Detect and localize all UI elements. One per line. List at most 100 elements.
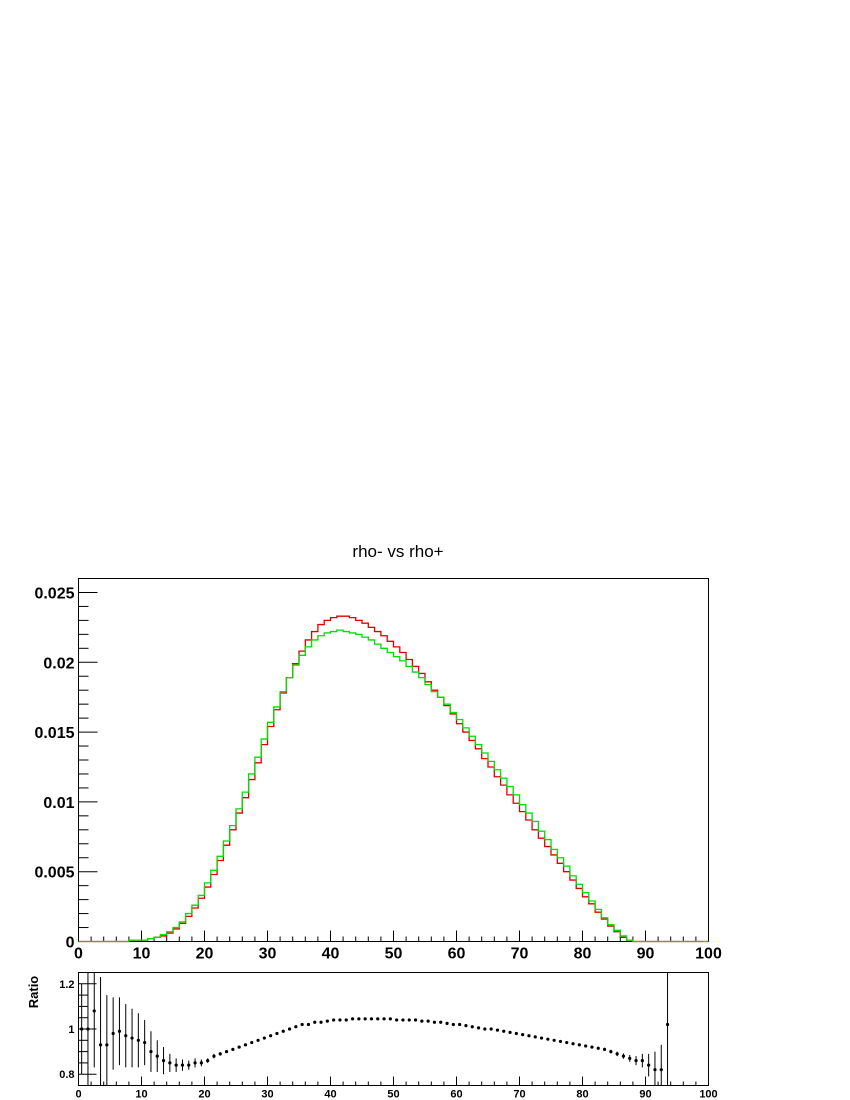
main-plot: 0 10 20 30 40 50 60 70 80 90 100 0 0.005 0.01 0.015 0.0… [34, 578, 722, 963]
ratio-plot-frame [78, 972, 709, 1086]
ratio-point [287, 1027, 292, 1031]
ratio-x-tick-label: 40 [324, 1089, 336, 1100]
ratio-point [224, 1050, 229, 1054]
ratio-point [86, 1027, 90, 1031]
ratio-point [432, 1020, 437, 1024]
ratio-point [552, 1038, 556, 1042]
ratio-x-tick-label: 20 [198, 1089, 210, 1100]
ratio-point [231, 1047, 235, 1051]
ratio-point [218, 1052, 222, 1056]
main-y-tick-label: 0.015 [34, 725, 74, 742]
ratio-point [628, 1056, 632, 1060]
main-plot-frame [78, 578, 709, 942]
main-x-tick-label: 0 [74, 946, 83, 963]
main-series-group [78, 615, 709, 943]
ratio-point [306, 1022, 311, 1027]
ratio-point [558, 1039, 563, 1044]
main-x-tick-label: 40 [322, 946, 340, 963]
ratio-point [199, 1061, 203, 1065]
ratio-x-tick-label: 70 [513, 1089, 525, 1100]
main-x-tick-label: 10 [133, 946, 151, 963]
main-x-tick-label: 80 [574, 946, 592, 963]
ratio-point [596, 1046, 600, 1050]
ratio-point [212, 1054, 216, 1058]
ratio-x-tick-label: 100 [699, 1089, 717, 1100]
ratio-point [332, 1018, 336, 1022]
ratio-point [401, 1018, 405, 1022]
ratio-point [325, 1019, 329, 1023]
ratio-point [206, 1059, 210, 1063]
ratio-point [426, 1019, 430, 1023]
ratio-point [464, 1024, 468, 1028]
main-y-tick-label: 0.025 [34, 585, 74, 602]
ratio-y-tick-label: 1.2 [59, 979, 74, 991]
ratio-point [382, 1017, 386, 1021]
ratio-point [294, 1025, 298, 1029]
ratio-point [105, 1043, 109, 1047]
histogram-series-1 [78, 615, 709, 943]
ratio-point [149, 1050, 153, 1054]
ratio-point [92, 1009, 96, 1013]
ratio-point [136, 1038, 140, 1042]
main-axis-ticks: 0 10 20 30 40 50 60 70 80 90 100 0 0.005 0.01 0.015 0.0… [34, 585, 721, 962]
ratio-point [338, 1018, 342, 1022]
ratio-axis-ticks: 0 10 20 30 40 50 60 70 80 90 100 0.8 1 1.2 [59, 979, 717, 1100]
ratio-point [527, 1034, 531, 1038]
ratio-point [483, 1027, 487, 1031]
ratio-point [388, 1017, 392, 1021]
ratio-point [634, 1059, 638, 1063]
main-y-tick-label: 0.005 [34, 865, 74, 882]
ratio-point [130, 1036, 134, 1040]
main-x-tick-label: 90 [637, 946, 655, 963]
ratio-point [174, 1063, 178, 1067]
ratio-point [521, 1033, 525, 1037]
ratio-x-tick-label: 60 [450, 1089, 462, 1100]
ratio-x-tick-label: 90 [639, 1089, 651, 1100]
ratio-point [476, 1026, 481, 1030]
ratio-point [357, 1017, 361, 1021]
ratio-point [275, 1031, 279, 1036]
ratio-point [546, 1037, 550, 1041]
ratio-point [250, 1040, 254, 1045]
chart-title: rho- vs rho+ [352, 542, 443, 561]
ratio-point [584, 1044, 588, 1048]
main-y-tick-label: 0.02 [43, 655, 74, 672]
ratio-point [98, 1043, 103, 1047]
ratio-point [155, 1054, 159, 1058]
ratio-point [502, 1029, 506, 1033]
ratio-point [243, 1043, 248, 1047]
main-x-tick-label: 50 [385, 946, 403, 963]
ratio-point [161, 1059, 166, 1063]
ratio-point [571, 1042, 575, 1046]
ratio-point [458, 1022, 462, 1027]
ratio-point [193, 1061, 197, 1065]
ratio-point [577, 1043, 581, 1047]
ratio-point [565, 1040, 569, 1045]
ratio-point [80, 1027, 84, 1031]
ratio-point [300, 1022, 304, 1027]
ratio-point [489, 1027, 493, 1031]
ratio-point [143, 1040, 147, 1045]
main-y-tick-label: 0.01 [43, 795, 74, 812]
ratio-x-tick-label: 50 [387, 1089, 399, 1100]
ratio-point [647, 1063, 651, 1067]
ratio-point [653, 1068, 657, 1072]
ratio-point [602, 1047, 607, 1051]
ratio-point [344, 1018, 348, 1022]
ratio-point [262, 1036, 266, 1040]
ratio-point [413, 1018, 418, 1022]
ratio-point [187, 1063, 191, 1067]
ratio-x-tick-label: 0 [75, 1089, 81, 1100]
ratio-point [168, 1061, 172, 1065]
ratio-point [420, 1019, 424, 1023]
ratio-points-group [80, 972, 670, 1086]
main-x-tick-label: 70 [511, 946, 529, 963]
ratio-point [180, 1063, 185, 1067]
ratio-point [495, 1028, 500, 1032]
ratio-point [319, 1020, 323, 1024]
ratio-point [609, 1050, 613, 1054]
ratio-x-tick-label: 10 [135, 1089, 147, 1100]
ratio-x-tick-label: 30 [261, 1089, 273, 1100]
ratio-point [451, 1022, 455, 1027]
